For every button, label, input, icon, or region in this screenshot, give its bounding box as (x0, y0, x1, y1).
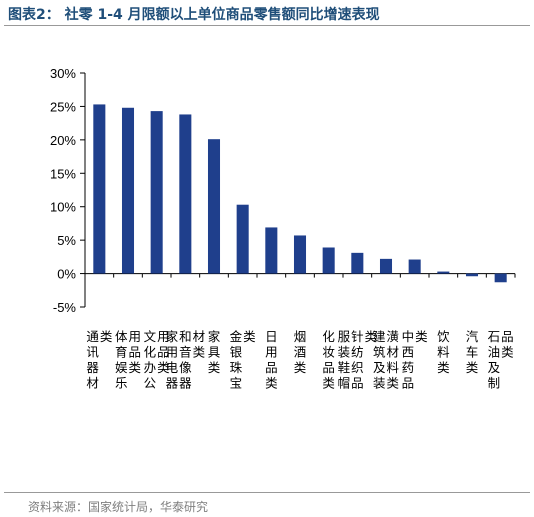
y-tick-label: 20% (50, 133, 76, 148)
bar (465, 273, 479, 277)
x-tick-label: 石油及制品类 (488, 329, 515, 391)
x-tick-label: 建筑及装潢材料类 (373, 329, 400, 391)
x-tick-label: 烟酒类 (294, 329, 307, 375)
x-tick-label: 通讯器材类 (86, 329, 113, 391)
bar (265, 227, 278, 274)
x-tick-label: 金银珠宝类 (230, 329, 256, 391)
chart-title: 图表2： 社零 1-4 月限额以上单位商品零售额同比增速表现 (8, 7, 380, 23)
y-tick-label: 10% (50, 200, 76, 215)
x-tick-label: 文化办公用品类 (144, 329, 171, 391)
source-divider (4, 492, 530, 493)
source-note: 资料来源：国家统计局，华泰研究 (28, 500, 209, 514)
bar-series (93, 104, 507, 283)
x-tick-label: 饮料类 (437, 329, 450, 375)
bar (293, 235, 307, 274)
y-tick-label: 15% (50, 166, 76, 181)
bar (351, 252, 364, 274)
y-tick-label: 5% (57, 233, 76, 248)
y-tick-label: 25% (50, 99, 76, 114)
x-tick-label: 化妆品类 (322, 329, 335, 391)
y-tick-label: -5% (53, 300, 77, 315)
y-axis-ticks: -5% 0% 5% 10% 15% 20% 25% 30% (50, 66, 85, 315)
bar (207, 139, 221, 274)
x-tick-label: 汽车类 (466, 329, 479, 375)
x-tick-label: 家具类 (208, 329, 221, 375)
bar (236, 204, 249, 274)
bar (437, 271, 450, 274)
x-tick-label: 服装鞋帽针纺织品类 (338, 329, 378, 391)
title-divider (4, 25, 530, 26)
x-tick-label: 中西药品类 (402, 329, 429, 391)
bar (150, 111, 163, 274)
bar (93, 104, 106, 274)
bar (121, 107, 135, 274)
bar (379, 258, 393, 274)
bar (494, 273, 507, 283)
bar (179, 114, 192, 274)
x-tick-label: 日用品类 (265, 329, 278, 391)
x-tick-label: 家用电器和音像器材类 (166, 329, 206, 391)
y-tick-label: 0% (57, 267, 76, 282)
bar (408, 259, 421, 274)
x-tick-label: 体育娱乐用品类 (115, 329, 142, 391)
y-tick-label: 30% (50, 66, 76, 81)
bar (322, 247, 335, 274)
bar-chart: -5% 0% 5% 10% 15% 20% 25% 30% 通讯器材类 体育娱乐用品类文化办公用… (50, 66, 516, 391)
